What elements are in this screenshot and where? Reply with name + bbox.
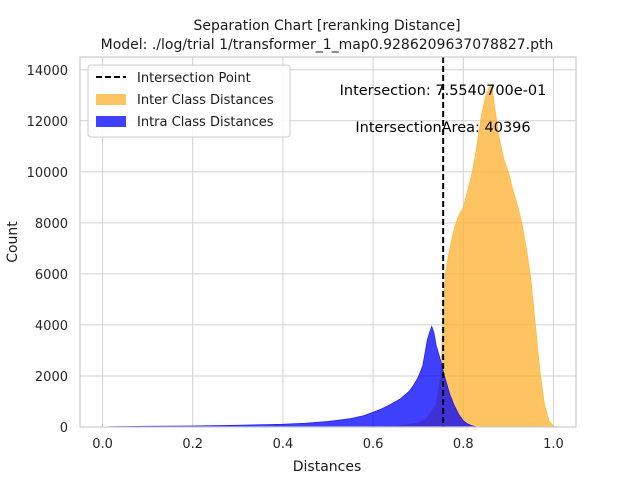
hist-intra-class-distances	[102, 325, 477, 428]
x-tick-label: 0.8	[453, 437, 474, 452]
legend-label-intersection: Intersection Point	[137, 71, 251, 86]
legend-label-intra: Intra Class Distances	[137, 115, 274, 130]
x-tick-label: 0.4	[273, 437, 294, 452]
chart-title-line2: Model: ./log/trial 1/transformer_1_map0.…	[101, 37, 554, 53]
y-tick-label: 12000	[27, 115, 68, 130]
axes: 0.0 0.2 0.4 0.6 0.8 1.0 0 2000 4000 6000 8000 10000…	[27, 56, 577, 452]
plot-area	[102, 57, 559, 428]
legend-swatch-inter	[96, 94, 126, 105]
y-axis-label: Count	[5, 221, 21, 263]
legend: Intersection Point Inter Class Distances…	[87, 64, 291, 138]
y-tick-label: 10000	[27, 166, 68, 181]
x-tick-label: 0.6	[363, 437, 384, 452]
legend-label-inter: Inter Class Distances	[137, 93, 274, 108]
legend-swatch-intra	[96, 116, 126, 127]
legend-box	[87, 64, 291, 138]
intersection-area-annotation: IntersectionArea: 40396	[355, 120, 530, 136]
y-tick-label: 6000	[35, 268, 68, 283]
x-tick-label: 0.0	[92, 437, 113, 452]
x-tick-label: 1.0	[543, 437, 564, 452]
y-tick-label: 2000	[35, 370, 68, 385]
chart-title-line1: Separation Chart [reranking Distance]	[193, 18, 460, 34]
x-axis-label: Distances	[293, 459, 362, 475]
x-tick-label: 0.2	[182, 437, 203, 452]
plot-frame	[79, 56, 577, 428]
intersection-annotation: Intersection: 7.5540700e-01	[340, 83, 547, 99]
y-tick-label: 4000	[35, 319, 68, 334]
y-tick-label: 14000	[27, 64, 68, 79]
y-tick-label: 0	[60, 421, 68, 436]
y-tick-label: 8000	[35, 217, 68, 232]
